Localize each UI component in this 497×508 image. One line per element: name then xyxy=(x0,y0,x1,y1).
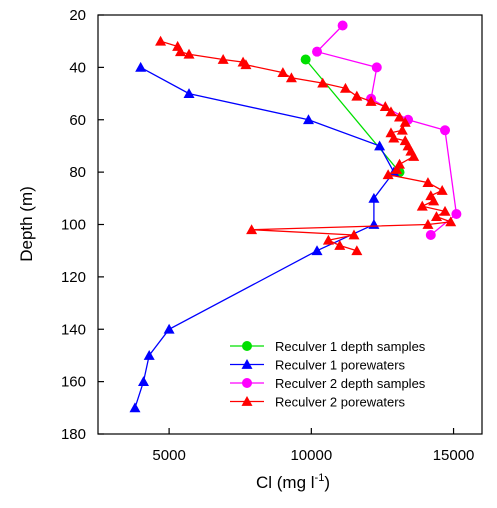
data-point xyxy=(183,48,195,59)
data-point xyxy=(382,169,394,180)
data-point xyxy=(385,106,397,117)
data-point xyxy=(246,224,258,235)
data-point xyxy=(351,90,363,101)
series-3 xyxy=(312,20,462,240)
legend-marker xyxy=(242,341,252,351)
y-axis-ticks: 20 40 60 80 100 120 140 160 180 xyxy=(61,7,104,443)
series-line xyxy=(305,59,400,173)
data-point xyxy=(422,219,434,229)
y-tick-label: 40 xyxy=(69,59,86,76)
data-point xyxy=(348,229,360,240)
x-axis-label-superscript: -1 xyxy=(315,472,325,484)
legend-marker xyxy=(241,396,253,406)
x-tick-label: 10000 xyxy=(290,447,332,464)
data-point xyxy=(430,211,442,222)
x-axis-ticks: 5000 10000 15000 xyxy=(152,428,474,464)
y-tick-label: 60 xyxy=(69,112,86,129)
data-point xyxy=(394,111,406,122)
legend-marker xyxy=(241,359,253,369)
x-tick-label: 5000 xyxy=(152,447,185,464)
data-point xyxy=(371,62,382,73)
data-point xyxy=(408,150,420,161)
data-point xyxy=(300,54,311,65)
legend: Reculver 1 depth samples Reculver 1 porew… xyxy=(230,339,426,410)
data-point xyxy=(135,61,147,72)
y-tick-label: 140 xyxy=(61,321,86,338)
y-tick-label: 100 xyxy=(61,217,86,234)
data-point xyxy=(138,376,150,387)
data-point xyxy=(451,209,462,220)
y-tick-label: 120 xyxy=(61,269,86,286)
data-point xyxy=(445,216,457,227)
legend-item: Reculver 2 porewaters xyxy=(230,395,406,410)
y-tick-label: 180 xyxy=(61,426,86,443)
data-point xyxy=(183,88,195,98)
x-axis-label-tail: ) xyxy=(324,473,330,492)
legend-item: Reculver 1 depth samples xyxy=(230,339,426,354)
data-point xyxy=(163,323,175,334)
x-tick-label: 15000 xyxy=(433,447,475,464)
data-point xyxy=(129,402,141,413)
y-tick-label: 20 xyxy=(69,7,86,24)
legend-item: Reculver 2 depth samples xyxy=(230,376,426,391)
data-point xyxy=(439,205,451,216)
data-point xyxy=(143,349,155,360)
legend-label: Reculver 1 porewaters xyxy=(275,358,406,373)
data-point xyxy=(337,20,348,31)
y-tick-label: 160 xyxy=(61,374,86,391)
data-point xyxy=(416,200,428,211)
legend-label: Reculver 2 porewaters xyxy=(275,395,406,410)
series-4 xyxy=(155,35,457,256)
data-point xyxy=(388,132,400,143)
data-point xyxy=(422,177,434,187)
legend-label: Reculver 2 depth samples xyxy=(275,376,426,391)
data-point xyxy=(317,77,329,88)
data-point xyxy=(368,219,380,229)
data-point xyxy=(365,95,377,106)
data-point xyxy=(396,124,408,135)
data-point xyxy=(339,82,351,93)
data-point xyxy=(436,184,448,195)
data-point xyxy=(174,46,186,57)
data-point xyxy=(302,114,314,125)
data-point xyxy=(399,116,411,127)
data-point xyxy=(351,245,363,256)
x-axis-label: Cl (mg l-1) xyxy=(256,472,330,492)
data-point xyxy=(322,234,334,245)
series-layer xyxy=(129,20,462,413)
data-point xyxy=(391,164,403,174)
data-point xyxy=(428,195,440,206)
data-point xyxy=(374,140,386,151)
data-point xyxy=(311,245,323,256)
data-point xyxy=(240,59,252,70)
data-point xyxy=(155,35,167,46)
data-point xyxy=(425,229,436,240)
y-tick-label: 80 xyxy=(69,164,86,181)
data-point xyxy=(440,125,451,136)
data-point xyxy=(312,46,323,57)
legend-label: Reculver 1 depth samples xyxy=(275,339,426,354)
legend-item: Reculver 1 porewaters xyxy=(230,358,406,373)
data-point xyxy=(368,192,380,203)
x-axis-label-main: Cl (mg l xyxy=(256,473,315,492)
data-point xyxy=(217,54,229,64)
data-point xyxy=(379,101,391,112)
data-point xyxy=(285,72,297,83)
legend-marker xyxy=(242,378,252,388)
y-axis-label: Depth (m) xyxy=(17,186,36,262)
data-point xyxy=(334,239,346,250)
data-point xyxy=(277,67,289,78)
